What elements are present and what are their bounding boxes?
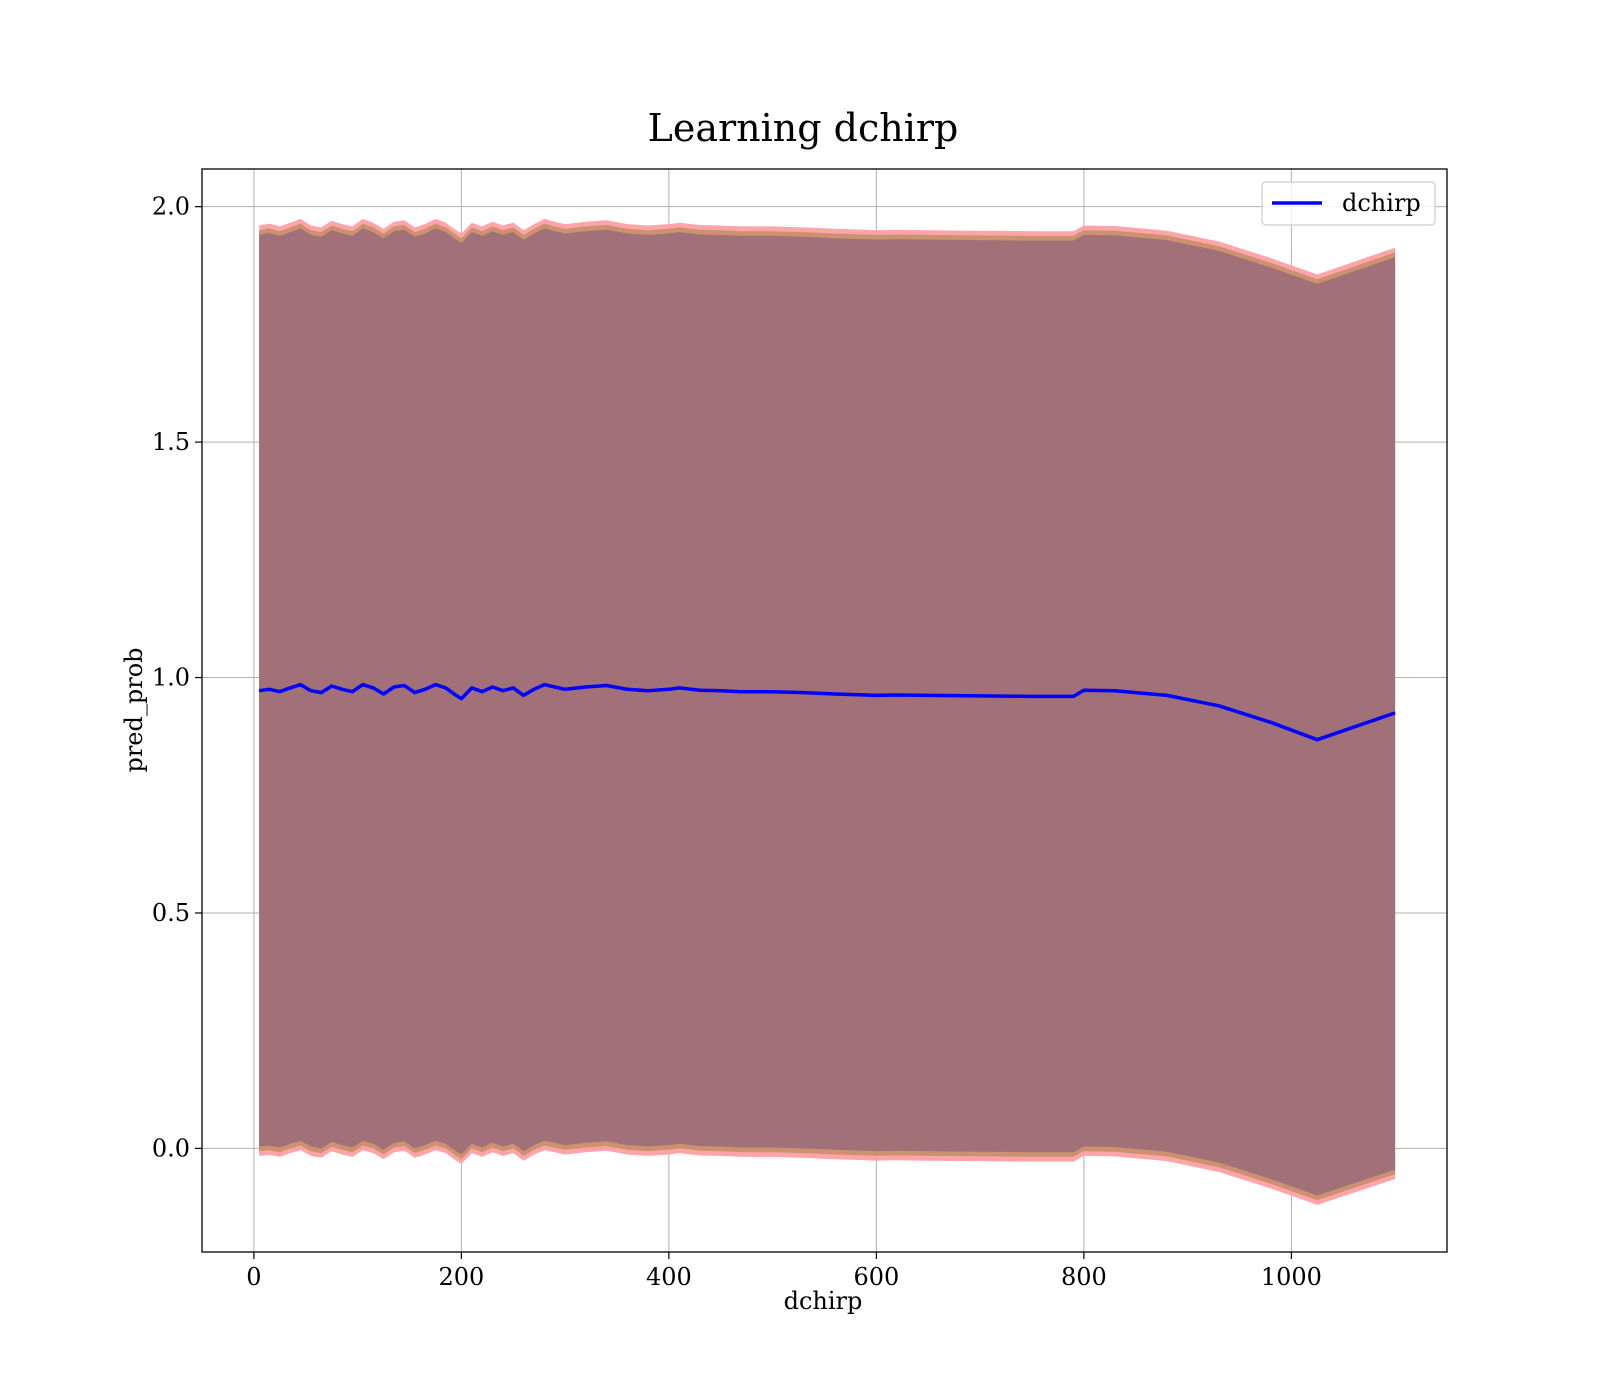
y-tick-label: 1.0: [152, 664, 190, 692]
plot-frame: [201, 168, 1448, 1253]
x-axis-ticks: 0 200 400 600 800 1000: [246, 1252, 1322, 1291]
legend-entry-dchirp: dchirp: [1342, 189, 1421, 217]
x-tick-label: 0: [246, 1263, 261, 1291]
band-inner: [259, 228, 1396, 1196]
x-tick-label: 200: [438, 1263, 484, 1291]
y-tick-label: 2.0: [152, 193, 190, 221]
confidence-band: [259, 218, 1396, 1205]
series-line-dchirp: [258, 682, 1396, 742]
legend: dchirp: [1261, 181, 1436, 226]
y-tick-label: 0.5: [152, 899, 190, 927]
legend-box: [1261, 181, 1436, 226]
y-axis-ticks: 0.0 0.5 1.0 1.5 2.0: [152, 193, 202, 1162]
x-tick-label: 1000: [1261, 1263, 1322, 1291]
y-tick-label: 1.5: [152, 428, 190, 456]
x-tick-label: 600: [853, 1263, 899, 1291]
y-axis-label: pred_prob: [120, 647, 148, 772]
x-tick-label: 400: [646, 1263, 692, 1291]
y-tick-label: 0.0: [152, 1134, 190, 1162]
chart-title: Learning dchirp: [648, 106, 959, 150]
x-axis-label: dchirp: [784, 1287, 863, 1315]
x-tick-label: 800: [1061, 1263, 1107, 1291]
